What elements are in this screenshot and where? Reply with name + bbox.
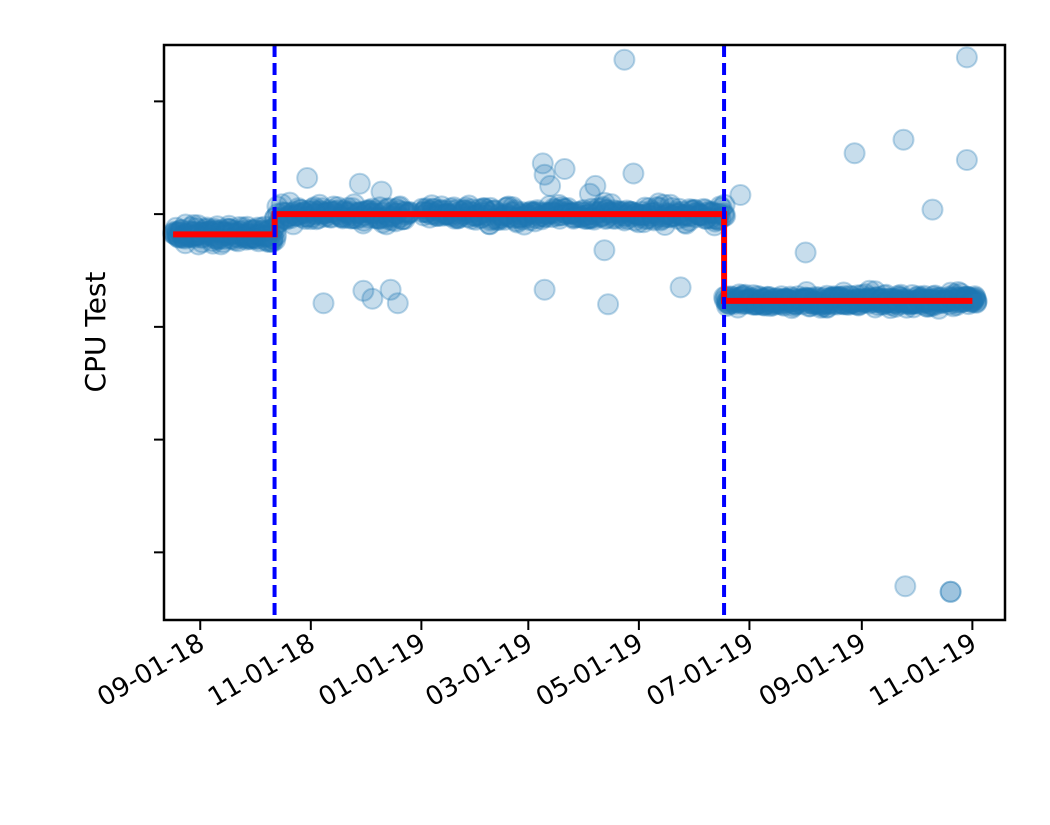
outlier-point (622, 162, 645, 185)
outlier-point (584, 174, 607, 197)
plot-frame (162, 43, 1007, 622)
outlier-point (921, 198, 944, 221)
outlier-point (312, 292, 335, 315)
outlier-point (593, 239, 616, 262)
y-axis-ticks (154, 100, 164, 554)
outlier-point (370, 180, 393, 203)
x-tick-label: 09-01-19 (754, 628, 871, 713)
outlier-point (729, 184, 752, 206)
x-tick-label: 11-01-18 (203, 628, 320, 713)
x-tick-label: 03-01-19 (421, 628, 538, 713)
x-tick-label: 05-01-19 (531, 628, 648, 713)
outlier-point (348, 172, 371, 195)
outlier-point (794, 241, 817, 264)
outlier-point (892, 128, 915, 151)
x-axis-ticks: 09-01-1811-01-1801-01-1903-01-1905-01-19… (93, 620, 982, 713)
outlier-point (379, 278, 402, 301)
change-point-lines (272, 45, 727, 620)
outlier-point (578, 182, 601, 205)
outlier-point (539, 174, 562, 197)
outlier-point (955, 46, 978, 69)
outlier-point (352, 279, 375, 302)
x-tick-label: 09-01-18 (93, 628, 210, 713)
step-line (173, 211, 973, 304)
x-tick-label: 11-01-19 (865, 628, 982, 713)
outlier-point (939, 580, 962, 603)
outlier-point (939, 580, 962, 603)
y-axis-label: CPU Test (79, 271, 112, 392)
outlier-point (669, 276, 692, 299)
outlier-point (613, 48, 636, 71)
outlier-point (553, 158, 576, 180)
outlier-point (955, 149, 978, 171)
x-tick-label: 01-01-19 (314, 628, 431, 713)
scatter-points (162, 46, 988, 603)
outlier-point (296, 167, 319, 189)
outlier-point (531, 152, 554, 175)
outlier-point (533, 163, 556, 186)
outlier-point (894, 575, 917, 598)
step-line-layer (173, 211, 973, 304)
outlier-point (597, 293, 620, 316)
outlier-point (386, 292, 409, 315)
outlier-point (361, 287, 384, 310)
x-tick-label: 07-01-19 (642, 628, 759, 713)
outlier-point (843, 142, 866, 165)
outlier-point (533, 278, 556, 301)
